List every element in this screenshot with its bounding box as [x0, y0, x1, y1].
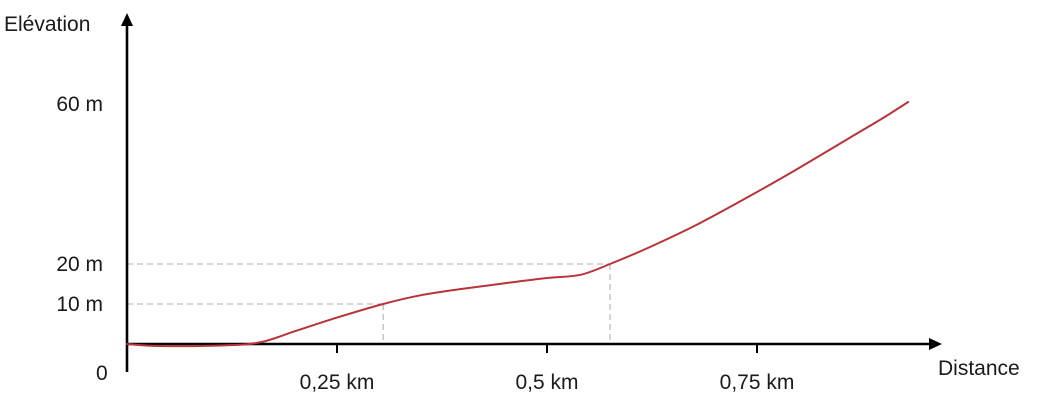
guide-lines [127, 263, 611, 344]
y-tick-label: 10 m [56, 293, 103, 316]
y-tick-label: 20 m [56, 253, 103, 276]
y-ticks: 10 m 20 m 60 m [56, 93, 103, 316]
x-tick-label: 0,25 km [300, 371, 375, 393]
x-axis-label: Distance [938, 357, 1020, 380]
x-tick-label: 0,75 km [720, 371, 795, 393]
y-tick-label: 60 m [56, 93, 103, 116]
elevation-series-line [126, 101, 910, 348]
y-axis-arrowhead [121, 13, 133, 26]
x-tick-label: 0,5 km [515, 371, 578, 393]
axes [121, 13, 942, 372]
x-ticks: 0,25 km 0,5 km 0,75 km [300, 344, 795, 393]
x-axis-arrowhead [929, 338, 942, 350]
origin-label: 0 [96, 362, 108, 385]
y-axis-label: Elévation [4, 13, 90, 36]
